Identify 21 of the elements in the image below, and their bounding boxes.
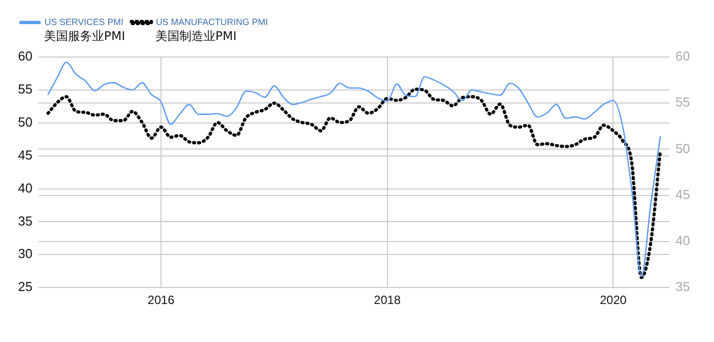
y-tick-label: 45 bbox=[18, 147, 32, 162]
y2-tick-label: 50 bbox=[676, 140, 690, 156]
y2-tick-label: 55 bbox=[676, 94, 690, 110]
y2-tick-label: 60 bbox=[676, 48, 690, 64]
x-tick-label: 2016 bbox=[148, 293, 175, 308]
legend-label: US MANUFACTURING PMI bbox=[156, 16, 268, 27]
y-tick-label: 55 bbox=[18, 82, 32, 97]
legend-label: US SERVICES PMI bbox=[44, 16, 124, 27]
x-tick-label: 2018 bbox=[374, 293, 401, 308]
y2-tick-label: 40 bbox=[676, 233, 690, 248]
y-tick-label: 60 bbox=[18, 48, 32, 64]
y-tick-label: 50 bbox=[18, 114, 32, 130]
y2-tick-label: 35 bbox=[676, 279, 690, 294]
y-tick-label: 30 bbox=[18, 246, 32, 262]
y2-tick-label: 45 bbox=[676, 186, 690, 202]
y-tick-label: 25 bbox=[18, 279, 32, 294]
text: 美国服务业PMI bbox=[44, 29, 126, 44]
text: 美国制造业PMI bbox=[155, 29, 236, 44]
y-tick-label: 35 bbox=[18, 213, 32, 228]
x-tick-label: 2020 bbox=[600, 293, 627, 308]
y-tick-label: 40 bbox=[18, 180, 32, 196]
